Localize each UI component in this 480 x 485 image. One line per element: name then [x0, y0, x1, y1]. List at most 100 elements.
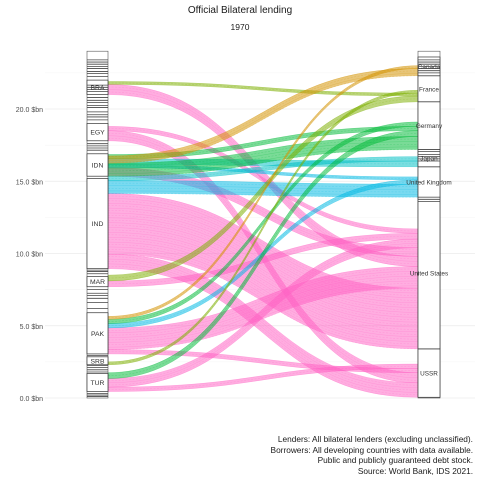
borrower-stratum-label: IDN — [92, 162, 104, 169]
borrower-stratum-label: SRB — [91, 358, 105, 365]
flow-strand — [107, 136, 419, 164]
flow-strand — [107, 82, 419, 95]
lender-stratum-label: United States — [410, 271, 448, 278]
flow-strand — [107, 126, 419, 324]
borrower-stratum-mar — [86, 276, 109, 288]
flow-strand — [107, 70, 419, 159]
flow-strand — [107, 180, 419, 185]
flow-strand — [107, 98, 419, 279]
borrower-stratum-ind — [86, 178, 109, 270]
flow-strand — [107, 249, 419, 345]
flow-strand — [107, 268, 419, 398]
flow-strand — [107, 275, 419, 338]
flow-strand — [107, 220, 419, 316]
lender-stratum-label: USSR — [420, 371, 438, 378]
flow-strand — [107, 138, 419, 381]
caption-line: Public and publicly guaranteed debt stoc… — [317, 455, 473, 466]
flow-strand — [107, 90, 419, 363]
flow-strand — [107, 244, 419, 340]
caption-line: Source: World Bank, IDS 2021. — [357, 465, 473, 476]
flow-strand — [107, 92, 419, 365]
flow-strand — [107, 363, 419, 388]
flow-strand — [107, 75, 419, 164]
chart-caption: Lenders: All bilateral lenders (excludin… — [271, 434, 473, 476]
flow-strand — [107, 245, 419, 386]
borrower-stratum-idn — [86, 153, 109, 177]
flow-strand — [107, 266, 419, 329]
borrower-stratum-label: EGY — [90, 130, 105, 137]
flow-strand — [107, 232, 419, 328]
borrower-stratum-egy — [86, 123, 109, 142]
flow-strand — [107, 258, 419, 388]
flow-strand — [107, 121, 419, 320]
flow-strand — [107, 149, 419, 177]
flow-strand — [107, 241, 419, 381]
flow-strand — [107, 229, 419, 325]
flow-strand — [107, 144, 419, 172]
flow-strand — [107, 237, 419, 333]
y-tick-label: 5.0 $bn — [20, 324, 43, 331]
borrower-stratum-srb — [86, 356, 109, 366]
caption-line: Lenders: All bilateral lenders (excludin… — [277, 434, 473, 444]
lender-stratum-label: United Kingdom — [406, 179, 451, 186]
y-tick-label: 20.0 $bn — [16, 107, 43, 114]
flow-strand — [107, 243, 419, 384]
borrower-stratum-label: TUR — [91, 380, 105, 387]
flow-strand — [107, 138, 419, 166]
lender-stratum-label: Germany — [416, 123, 443, 130]
flow-strand — [107, 91, 419, 364]
flow-strand — [107, 246, 419, 342]
flow-strand — [107, 353, 419, 373]
borrower-stratum-label: PAK — [91, 331, 105, 338]
flow-strand — [107, 156, 419, 177]
borrower-stratum-tur — [86, 373, 109, 392]
flow-strand — [107, 130, 419, 234]
flow-strand — [107, 123, 419, 322]
flow-strand — [107, 254, 419, 384]
flow-strand — [107, 203, 419, 299]
flow-strand — [107, 273, 419, 336]
flow-strand — [107, 261, 419, 391]
flow-strand — [107, 268, 419, 331]
flow-strand — [107, 126, 419, 230]
y-tick-label: 15.0 $bn — [16, 179, 43, 186]
flow-strand — [107, 351, 419, 371]
borrower-stratum-pak — [86, 312, 109, 355]
flow-strand — [107, 234, 419, 330]
flow-strand — [107, 241, 419, 337]
flow-strand — [107, 224, 419, 320]
flow-strand — [107, 160, 419, 181]
flow-strand — [107, 68, 419, 320]
flow-strand — [107, 130, 419, 373]
borrower-stratum-label: BRA — [91, 85, 105, 92]
flow-strand — [107, 65, 419, 317]
flow-strand — [107, 136, 419, 379]
lender-stratum-label: France — [419, 86, 439, 93]
chart-title: Official Bilateral lending — [187, 5, 293, 16]
flow-strand — [107, 238, 419, 287]
flow-strand — [107, 266, 419, 396]
flow-strand — [107, 193, 419, 198]
y-tick-label: 10.0 $bn — [16, 252, 43, 259]
chart-subtitle: 1970 — [230, 22, 250, 32]
flow-strand — [107, 227, 419, 323]
flow-strand — [107, 239, 419, 335]
y-tick-label: 0.0 $bn — [20, 396, 43, 403]
flow-strand — [107, 366, 419, 390]
flow-strand — [107, 81, 419, 94]
flow-strand — [107, 73, 419, 161]
flow-strand — [107, 247, 419, 388]
flow-strand — [107, 256, 419, 386]
flow-strand — [107, 179, 419, 324]
flow-strand — [107, 84, 419, 97]
lender-stratum-label: Canada — [418, 64, 441, 71]
flow-strand — [107, 158, 419, 179]
borrower-stratum-label: IND — [92, 221, 104, 228]
flow-strand — [107, 133, 419, 376]
flow-strand — [107, 368, 419, 392]
flow-strand — [107, 128, 419, 232]
caption-line: Borrowers: All developing countries with… — [270, 444, 473, 455]
flow-strand — [107, 68, 419, 157]
